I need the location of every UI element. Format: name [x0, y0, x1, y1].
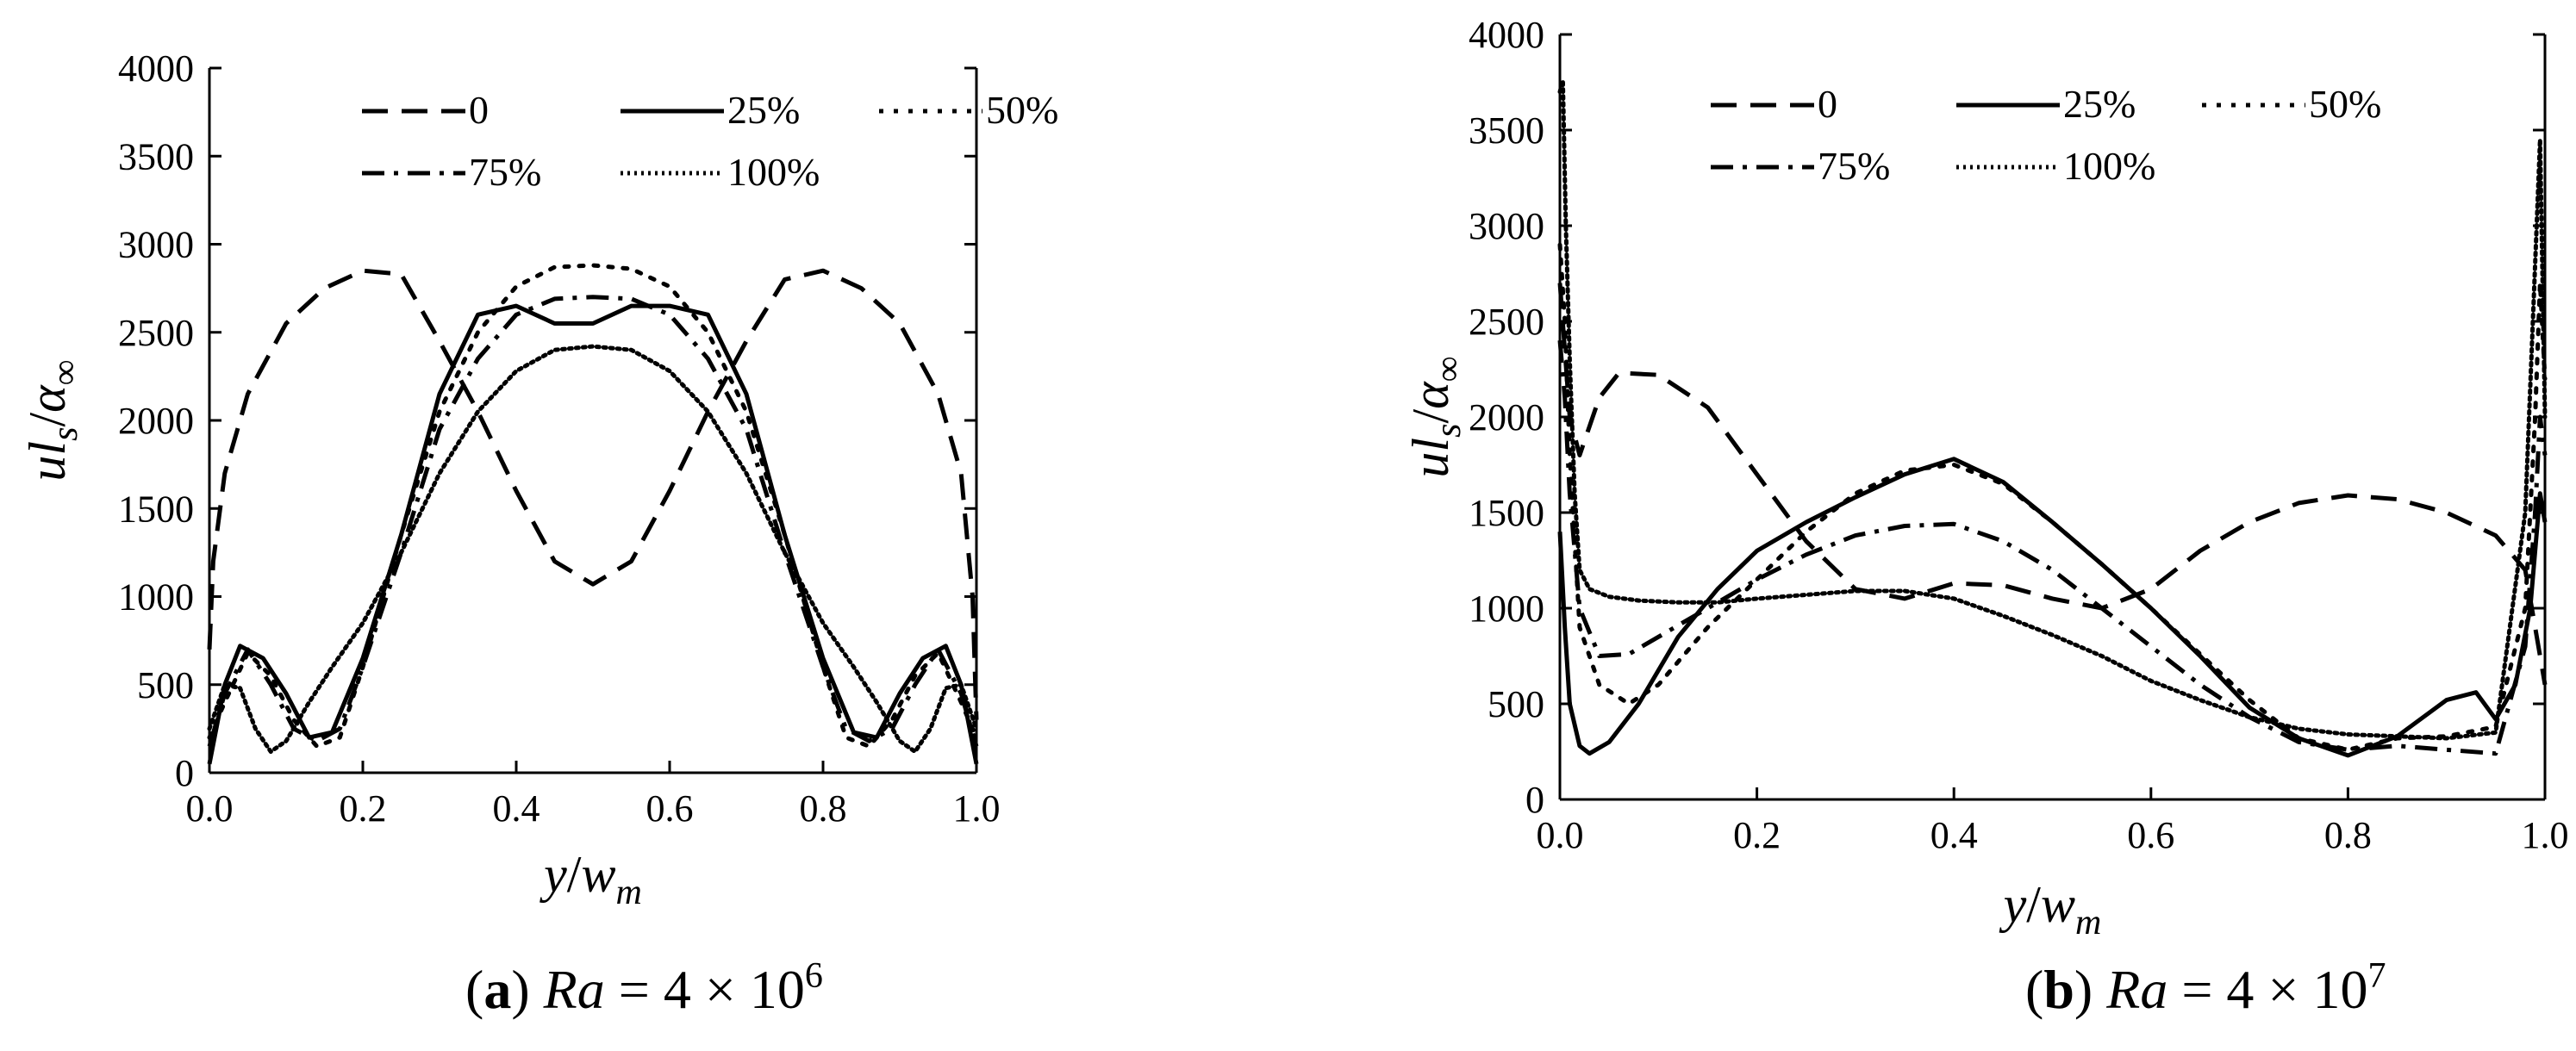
x-title-sub: m [616, 873, 642, 912]
caption-var: Ra [2105, 959, 2167, 1020]
y-axis-title: uls/α∞ [1402, 356, 1469, 477]
x-axis-title: y/wm [539, 846, 642, 912]
y-title-sub2: ∞ [46, 359, 85, 385]
y-title-sub: s [46, 427, 85, 441]
caption-open-paren: ( [2025, 959, 2043, 1020]
y-title-slash: / [19, 413, 76, 427]
y-tick-label: 1500 [1469, 492, 1544, 534]
x-tick-label: 0.2 [340, 787, 387, 830]
y-tick-label: 500 [1488, 683, 1544, 725]
caption-exponent: 7 [2368, 956, 2386, 996]
y-tick-label: 500 [137, 664, 194, 706]
x-tick-label: 0.6 [2127, 814, 2174, 856]
panel-a: 0 500 1000 1500 2000 2500 3000 3500 4000 0.0 0.2 0.… [19, 47, 1058, 1020]
caption-letter: a [483, 959, 511, 1020]
legend-label: 100% [2063, 144, 2155, 188]
y-tick-label: 3000 [118, 224, 194, 266]
legend-label: 50% [2309, 82, 2381, 126]
caption-open-paren: ( [465, 959, 483, 1020]
x-tick-label: 0.0 [186, 787, 234, 830]
x-title-main: y [1999, 876, 2027, 933]
legend-label: 0 [1818, 82, 1837, 126]
caption-close-paren: ) [2074, 959, 2106, 1020]
legend-label: 100% [727, 150, 820, 194]
series-line-0 [207, 268, 979, 720]
x-axis-title: y/wm [1999, 876, 2102, 942]
y-title-main: ul [1402, 438, 1459, 478]
y-tick-label: 2000 [1469, 396, 1544, 438]
y-title-var: α [1402, 381, 1459, 409]
legend-label: 75% [1818, 144, 1890, 188]
y-axis-title: uls/α∞ [19, 359, 85, 481]
series-line-25pct [1557, 457, 2548, 758]
y-tick-label: 0 [175, 752, 194, 794]
series-line-50pct [1557, 242, 2548, 752]
y-title-sub: s [1429, 424, 1469, 438]
y-tick-label: 2500 [118, 312, 194, 354]
x-tick-label: 0.4 [493, 787, 540, 830]
x-title-var: w [2041, 876, 2075, 933]
legend-label: 0 [469, 88, 489, 132]
legend-label: 75% [469, 150, 541, 194]
series-line-50pct [207, 263, 979, 749]
series-line-100pct [207, 344, 979, 754]
legend-label: 50% [986, 88, 1058, 132]
series-line-0 [1557, 283, 2548, 686]
y-title-main: ul [19, 441, 76, 482]
x-tick-label: 0.8 [800, 787, 847, 830]
caption-var: Ra [543, 959, 605, 1020]
series-line-75pct [1557, 339, 2548, 756]
series-line-25pct [207, 303, 979, 765]
legend: 0 25% 50% 75% 100% [362, 88, 1058, 194]
x-title-main: y [539, 846, 567, 903]
caption-text: = 4 × 10 [605, 959, 805, 1020]
caption-close-paren: ) [511, 959, 543, 1020]
y-tick-label: 1000 [118, 576, 194, 619]
x-tick-label: 0.6 [646, 787, 694, 830]
x-tick-label: 0.8 [2324, 814, 2372, 856]
caption-text: = 4 × 10 [2167, 959, 2367, 1020]
y-tick-label: 3500 [118, 135, 194, 177]
y-title-var: α [19, 384, 76, 413]
x-tick-label: 0.4 [1930, 814, 1978, 856]
y-tick-label: 3000 [1469, 205, 1544, 247]
y-tick-label: 2000 [118, 400, 194, 442]
x-title-sub: m [2075, 903, 2101, 942]
y-title-sub2: ∞ [1429, 356, 1469, 382]
legend-label: 25% [2063, 82, 2136, 126]
panel-b: 0 500 1000 1500 2000 2500 3000 3500 4000 0.0 0.2 0.… [1402, 14, 2569, 1020]
x-tick-label: 0.0 [1537, 814, 1584, 856]
x-title-slash: / [567, 846, 582, 903]
x-tick-label: 0.2 [1733, 814, 1781, 856]
x-tick-label: 1.0 [2522, 814, 2569, 856]
panel-caption: (b) Ra = 4 × 107 [2025, 956, 2386, 1020]
y-tick-label: 0 [1525, 779, 1544, 821]
x-title-var: w [581, 846, 615, 903]
y-tick-label: 1500 [118, 488, 194, 530]
y-tick-label: 4000 [118, 47, 194, 90]
caption-exponent: 6 [805, 956, 823, 996]
legend-label: 25% [727, 88, 800, 132]
caption-letter: b [2043, 959, 2074, 1020]
series-line-100pct [1557, 78, 2548, 741]
x-title-slash: / [2026, 876, 2041, 933]
y-tick-label: 3500 [1469, 109, 1544, 152]
y-tick-label: 4000 [1469, 14, 1544, 56]
y-tick-label: 1000 [1469, 588, 1544, 630]
y-tick-label: 2500 [1469, 301, 1544, 343]
series-line-75pct [207, 295, 979, 747]
y-title-slash: / [1402, 409, 1459, 424]
panel-caption: (a) Ra = 4 × 106 [465, 956, 823, 1020]
x-tick-label: 1.0 [953, 787, 1001, 830]
legend: 0 25% 50% 75% 100% [1711, 82, 2381, 188]
